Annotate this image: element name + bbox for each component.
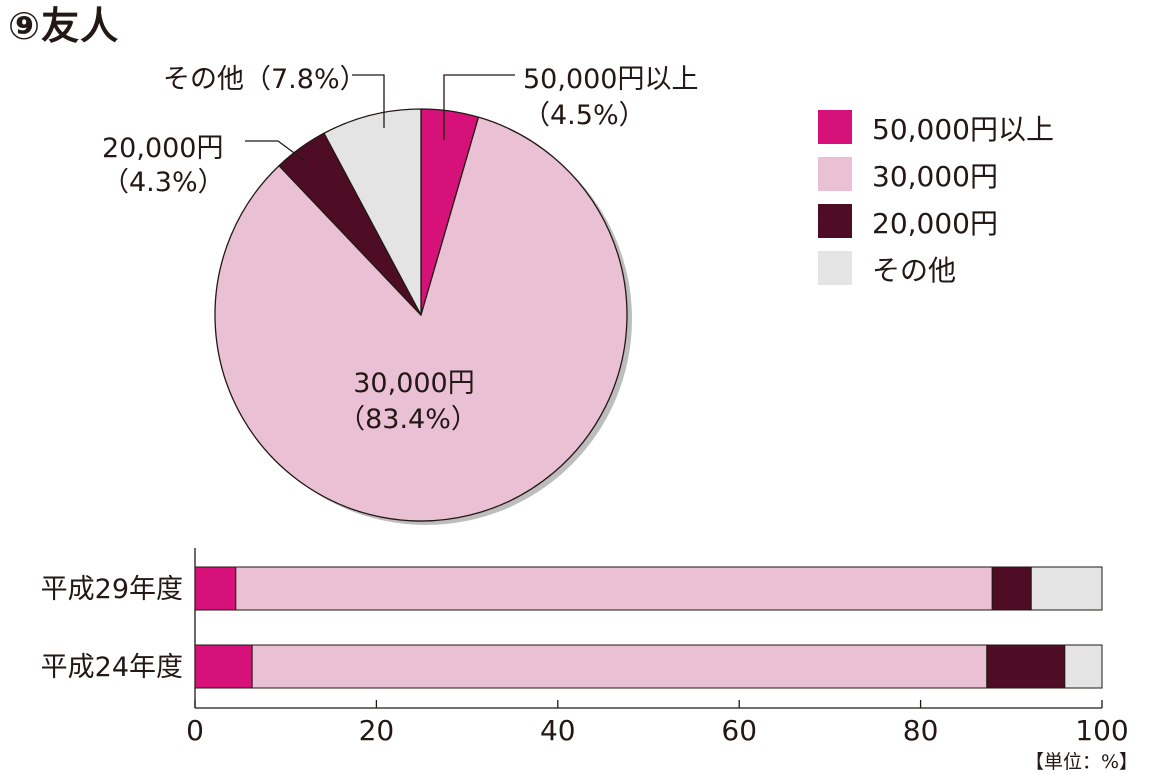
legend-swatch [818, 204, 852, 238]
bar-segment [194, 566, 237, 611]
bar-segment [1030, 566, 1103, 611]
unit-note: 【単位：%】 [1025, 751, 1138, 773]
bar-segment [251, 644, 988, 689]
legend-swatch [818, 110, 852, 144]
pie-value-label: （83.4%） [338, 404, 478, 435]
x-tick-label: 80 [903, 714, 939, 747]
category-label: 平成24年度 [41, 652, 183, 683]
x-tick-label: 60 [721, 714, 757, 747]
pie-slice [214, 116, 628, 522]
pie-value-label: （4.5%） [523, 100, 646, 131]
pie-leader-line [352, 74, 385, 128]
bar-segment [1064, 644, 1103, 689]
x-tick-label: 100 [1075, 714, 1128, 747]
pie-label: その他（7.8%） [163, 64, 367, 95]
legend-label: 50,000円以上 [872, 113, 1054, 146]
pie-slice [323, 108, 422, 316]
pie-label: 30,000円 [353, 368, 474, 399]
legend-swatch [818, 251, 852, 285]
pie-value-label: （4.3%） [102, 167, 225, 198]
bar-segment [235, 566, 993, 611]
page-title: ⑨友人 [8, 4, 120, 48]
legend-label: その他 [872, 254, 956, 287]
pie-label: 20,000円 [102, 133, 223, 164]
x-tick-label: 20 [359, 714, 395, 747]
x-tick-label: 0 [186, 714, 204, 747]
pie-leader-line [443, 74, 515, 140]
legend-swatch [818, 157, 852, 191]
bar-segment [194, 644, 253, 689]
bar-segment [986, 644, 1066, 689]
x-tick-label: 40 [540, 714, 576, 747]
category-label: 平成29年度 [41, 574, 183, 605]
bar-segment [991, 566, 1032, 611]
legend-label: 20,000円 [872, 207, 998, 240]
pie-label: 50,000円以上 [523, 64, 698, 95]
legend-label: 30,000円 [872, 160, 998, 193]
pie-leader-line [245, 140, 306, 162]
